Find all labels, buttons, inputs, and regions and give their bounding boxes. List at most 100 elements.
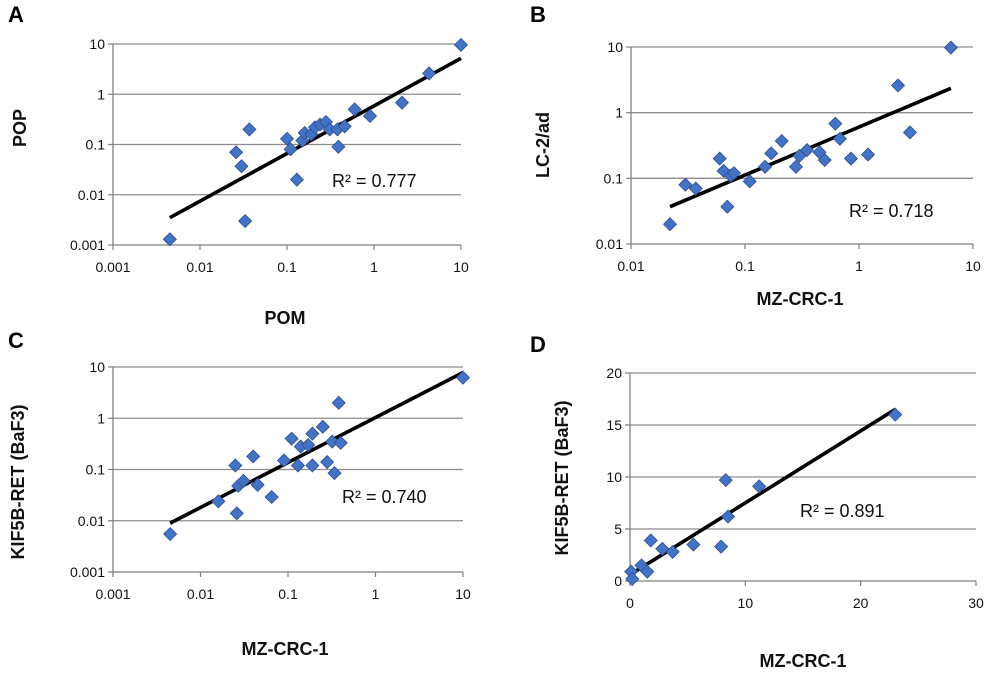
- y-tick-label: 0.001: [70, 564, 105, 580]
- data-point: [337, 119, 352, 134]
- data-point: [662, 217, 678, 232]
- y-ticks-c: 0.001 0.01 0.1 1 10: [70, 359, 113, 580]
- data-point: [162, 232, 177, 247]
- y-tick-label: 1: [615, 105, 623, 121]
- y-tick-label: 1: [97, 410, 105, 426]
- points-c: [163, 370, 471, 542]
- y-axis-label-a: POP: [10, 109, 30, 147]
- x-tick-label: 0.01: [187, 586, 214, 602]
- data-point: [888, 407, 903, 422]
- y-tick-label: 1: [97, 86, 105, 102]
- data-point: [665, 544, 680, 559]
- data-point: [279, 131, 295, 146]
- y-tick-label: 15: [606, 417, 622, 433]
- data-point: [264, 489, 279, 505]
- x-axis-label-a: POM: [264, 308, 305, 328]
- y-ticks-b: 0.01 0.1 1 10: [596, 39, 631, 252]
- y-tick-label: 10: [89, 36, 105, 52]
- chart-panel-d: D KIF5B-RET (BaF3) MZ-CRC-1 0 10 20 30 0 5 10…: [530, 332, 984, 671]
- data-point: [720, 509, 736, 524]
- data-point: [333, 435, 348, 450]
- y-ticks-d: 0 5 10 15 20: [606, 365, 630, 589]
- panel-letter-b: B: [530, 2, 546, 27]
- data-point: [315, 419, 330, 434]
- y-tick-label: 20: [606, 365, 622, 381]
- data-point: [832, 131, 847, 146]
- data-point: [305, 426, 320, 441]
- data-point: [890, 78, 906, 93]
- y-tick-label: 10: [607, 39, 623, 55]
- x-ticks-d: 0 10 20 30: [626, 581, 984, 611]
- x-tick-label: 0.01: [617, 258, 644, 274]
- points-b: [662, 40, 958, 232]
- chart-panel-b: B LC-2/ad MZ-CRC-1 0.01 0.1 1 10 0.01 0.1 1 10…: [530, 2, 981, 309]
- x-ticks-c: 0.001 0.01 0.1 1 10: [95, 572, 471, 602]
- data-point: [236, 473, 251, 488]
- data-point: [250, 477, 265, 492]
- y-tick-label: 0.001: [70, 237, 105, 253]
- data-point: [276, 453, 292, 468]
- grid-a: [113, 43, 461, 196]
- data-point: [774, 133, 789, 149]
- data-point: [325, 434, 340, 449]
- y-axis-label-c: KIF5B-RET (BaF3): [8, 404, 28, 559]
- y-axis-label-d: KIF5B-RET (BaF3): [552, 400, 572, 555]
- x-tick-label: 30: [968, 595, 984, 611]
- panel-letter-d: D: [530, 332, 546, 357]
- data-point: [347, 102, 362, 117]
- data-point: [289, 172, 304, 187]
- data-point: [362, 108, 378, 124]
- grid-b: [631, 46, 973, 179]
- y-tick-label: 0.1: [86, 137, 106, 153]
- data-point: [764, 146, 779, 161]
- data-point: [331, 139, 346, 154]
- chart-panel-a: A POP POM 0.001 0.01 0.1 1 10 0.001 0.01 0.1 1 1…: [8, 2, 469, 328]
- y-tick-label: 10: [606, 469, 622, 485]
- y-tick-label: 0.01: [596, 236, 623, 252]
- data-point: [640, 564, 655, 579]
- y-tick-label: 0.01: [78, 187, 105, 203]
- trendline-a: [168, 56, 462, 220]
- data-point: [290, 458, 306, 473]
- data-point: [455, 370, 471, 385]
- chart-panel-c: C KIF5B-RET (BaF3) MZ-CRC-1 0.001 0.01 0.1…: [8, 328, 471, 659]
- x-axis-label-d: MZ-CRC-1: [760, 651, 847, 671]
- data-point: [234, 159, 249, 174]
- x-tick-label: 0.001: [95, 259, 130, 275]
- data-point: [799, 142, 815, 158]
- x-tick-label: 20: [853, 595, 869, 611]
- y-tick-label: 0.01: [78, 513, 105, 529]
- data-point: [331, 395, 346, 410]
- data-point: [327, 466, 342, 481]
- data-point: [943, 40, 958, 55]
- data-point: [625, 571, 640, 586]
- data-point: [758, 159, 773, 174]
- y-ticks-a: 0.001 0.01 0.1 1 10: [70, 36, 113, 253]
- x-tick-label: 0.01: [186, 259, 213, 275]
- data-point: [828, 116, 843, 131]
- data-point: [320, 454, 335, 470]
- x-ticks-a: 0.001 0.01 0.1 1 10: [95, 245, 469, 275]
- trendline: [168, 56, 462, 220]
- x-tick-label: 1: [855, 258, 863, 274]
- data-point: [643, 533, 658, 548]
- data-point: [860, 147, 876, 162]
- data-point: [246, 449, 261, 464]
- panel-letter-a: A: [8, 2, 24, 27]
- r-squared-label-b: R² = 0.718: [849, 201, 934, 221]
- axes-b: [630, 47, 973, 245]
- y-tick-label: 0.1: [86, 462, 106, 478]
- data-point: [788, 159, 804, 174]
- x-tick-label: 10: [455, 586, 471, 602]
- y-axis-label-b: LC-2/ad: [533, 112, 553, 178]
- x-tick-label: 1: [372, 586, 380, 602]
- x-tick-label: 10: [738, 595, 754, 611]
- data-point: [394, 95, 410, 110]
- x-ticks-b: 0.01 0.1 1 10: [617, 244, 981, 274]
- data-point: [284, 431, 299, 446]
- data-point: [742, 174, 757, 189]
- y-tick-label: 0.1: [604, 170, 624, 186]
- points-d: [624, 407, 903, 586]
- data-point: [283, 142, 298, 157]
